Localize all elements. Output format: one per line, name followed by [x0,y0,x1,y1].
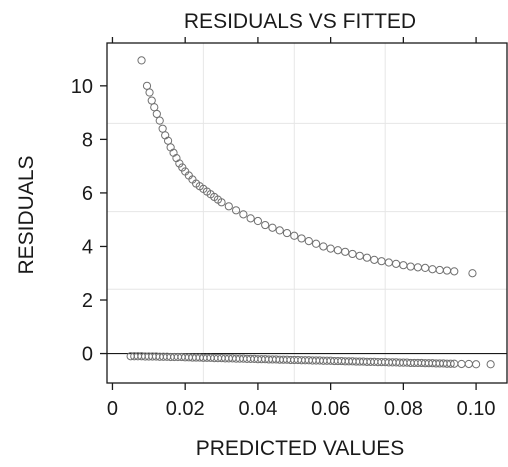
data-points [126,56,495,369]
data-point [275,226,284,235]
data-point [362,253,372,262]
data-point [464,359,473,369]
data-point [246,214,255,223]
data-point [239,210,248,219]
data-point [137,56,146,65]
chart-title: RESIDUALS VS FITTED [184,10,416,33]
grid-lines [107,43,507,383]
data-point [391,259,401,268]
data-point [268,223,277,232]
x-tick-label: 0.02 [166,398,205,420]
data-point [370,255,379,264]
data-point [231,206,241,215]
data-point [421,263,430,272]
y-tick-label: 6 [82,183,93,205]
x-tick-label: 0.06 [311,398,350,420]
x-tick-label: 0.04 [238,398,277,420]
data-point [413,263,423,272]
x-axis-ticks: 0 0.02 0.04 0.06 0.08 0.10 [107,37,496,420]
y-tick-label: 8 [82,129,93,151]
data-point [253,216,263,226]
data-point [217,198,226,207]
data-point [468,269,477,278]
data-point [297,234,306,243]
data-point [224,202,233,211]
data-point [406,262,415,271]
data-point [158,124,167,133]
x-tick-label: 0 [107,398,118,420]
x-tick-label: 0.10 [457,398,496,420]
data-point [471,360,481,369]
data-point [435,265,444,275]
data-point [355,251,364,260]
data-point [446,359,455,368]
data-point [442,266,452,275]
data-point [428,265,437,274]
data-point [450,267,459,276]
y-tick-label: 0 [82,344,93,366]
y-tick-label: 4 [82,236,93,258]
data-point [319,242,328,251]
y-axis-ticks: 0 2 4 6 8 10 [71,76,107,366]
data-point [326,244,335,253]
plot-frame [106,42,508,384]
data-point [147,96,156,105]
data-point [282,228,292,238]
data-point [150,103,159,112]
data-point [341,247,350,256]
data-point [377,257,386,266]
y-axis-label: RESIDUALS [15,155,38,274]
data-point [304,237,313,246]
data-point [348,249,357,259]
data-point [261,220,270,230]
data-point [155,116,164,125]
y-tick-label: 10 [71,76,93,98]
data-point [333,246,343,255]
data-point [142,81,152,90]
data-point [311,239,321,248]
data-point [290,231,299,240]
y-tick-label: 2 [82,290,93,312]
x-tick-label: 0.08 [384,398,423,420]
data-point [399,261,408,270]
x-axis-label: PREDICTED VALUES [196,437,405,460]
data-point [145,88,154,97]
data-point [486,360,495,369]
data-point [384,258,393,267]
data-point [152,109,161,119]
data-point [457,359,466,369]
